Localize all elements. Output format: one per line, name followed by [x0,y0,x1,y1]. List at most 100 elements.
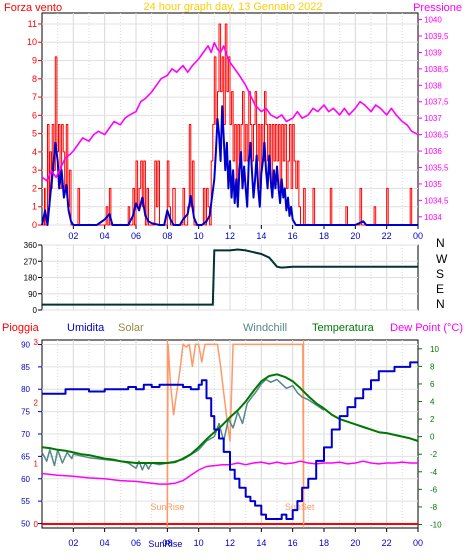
y2-tick-label: 1039,5 [424,32,449,41]
y2-tick-label: 1037 [424,114,442,123]
x-tick-label: 18 [319,538,329,548]
x-tick-label: 08 [162,231,172,241]
pressure-y-ticks: 1034 1034,5 1035 1035,5 1036 1036,5 1037 1037,5… [418,16,449,222]
pressure-series-line [41,41,419,182]
wind-speed-axis-label: Forza vento [4,2,62,14]
sunrise-axis-label: SunRise [148,539,182,549]
compass-label: N [436,297,445,311]
temperature-humidity-x-ticks: 02 04 06 08 10 12 14 16 18 20 22 00 [68,528,423,548]
x-tick-label: 20 [350,538,360,548]
dewpoint-series-line [41,460,418,485]
rain-y-ticks: 0 1 2 3 [34,338,39,529]
y-tick-label: 7 [32,92,37,102]
windchill-legend-label: Windchill [243,322,287,334]
y-tick-label: 90 [28,290,37,299]
y2-tick-label: 1035 [424,180,442,189]
solar-legend-label: Solar [118,322,144,334]
y2-tick-label: -4 [430,468,438,477]
y-tick-label: 60 [21,475,30,484]
y2-tick-label: 4 [430,397,435,406]
y2-tick-label: -10 [430,520,442,529]
x-tick-label: 00 [413,538,423,548]
compass-label: W [436,252,448,266]
y-tick-label: 75 [21,408,30,417]
wind-pressure-x-ticks: 02 04 06 08 10 12 14 16 18 20 22 00 [68,225,423,241]
x-tick-label: 04 [100,538,110,548]
y-tick-label: 80 [21,385,30,394]
y-tick-label: 0 [33,306,38,315]
y2-tick-label: -6 [430,485,438,494]
y2-tick-label: 1038,5 [424,65,449,74]
rain-tick-label: 2 [34,399,39,408]
direction-series-line [42,248,418,306]
y-tick-label: 8 [32,74,37,84]
rain-tick-label: 3 [34,338,39,347]
x-tick-label: 02 [68,538,78,548]
y2-tick-label: -2 [430,450,438,459]
pressure-axis-label: Pressione [413,2,462,14]
wind-direction-y-ticks: 0 90 180 270 360 [24,241,42,315]
chart-title: 24 hour graph day, 13 Gennaio 2022 [144,1,323,13]
wind-pressure-panel: Forza vento 24 hour graph day, 13 Gennai… [4,1,462,241]
y2-tick-label: 0 [430,433,435,442]
windchill-series-line [41,378,325,471]
x-tick-label: 14 [256,231,266,241]
y2-tick-label: 1038 [424,81,442,90]
y-tick-label: 65 [21,452,30,461]
y-tick-label: 85 [21,363,30,372]
rain-tick-label: 1 [34,459,39,468]
temperature-humidity-panel: Pioggia Umidita Solar Windchill Temperat… [2,322,463,549]
y-tick-label: 55 [21,497,30,506]
y-tick-label: 90 [21,340,30,349]
y2-tick-label: 6 [430,380,435,389]
y2-tick-label: 8 [430,362,435,371]
compass-label: E [436,282,444,296]
dewpoint-legend-label: Dew Point (°C) [390,322,463,334]
y2-tick-label: 1036,5 [424,131,449,140]
wind-series-line [41,105,418,226]
gust-series-line [42,23,418,226]
wind-direction-grid [42,244,418,311]
x-tick-label: 08 [162,538,172,548]
y2-tick-label: 1039 [424,48,442,57]
y2-tick-label: 1037,5 [424,98,449,107]
x-tick-label: 12 [225,231,235,241]
y2-tick-label: 1035,5 [424,163,449,172]
y-tick-label: 270 [24,257,38,266]
x-tick-label: 16 [288,231,298,241]
y-tick-label: 4 [32,147,37,157]
humidity-legend-label: Umidita [67,322,105,334]
y-tick-label: 5 [32,129,37,139]
y-tick-label: 3 [32,165,37,175]
solar-series-line [166,343,305,525]
rain-tick-label: 0 [34,520,39,529]
y2-tick-label: 1034 [424,213,442,222]
humidity-y-ticks: 50 55 60 65 70 75 80 85 90 [21,340,42,529]
temperature-y-ticks: -10 -8 -6 -4 -2 0 2 4 6 8 10 [418,345,442,529]
wind-pressure-series [41,23,419,226]
x-tick-label: 22 [382,538,392,548]
y-tick-label: 11 [28,19,37,29]
y-tick-label: 0 [32,220,37,230]
y2-tick-label: 1034,5 [424,196,449,205]
sunset-label: SunSet [285,502,315,512]
y-tick-label: 6 [32,110,37,120]
wind-speed-y-ticks: 0 1 2 3 4 5 6 7 8 9 10 11 [27,19,42,230]
compass-label: S [436,267,444,281]
x-tick-label: 14 [256,538,266,548]
x-tick-label: 04 [100,231,110,241]
x-tick-label: 16 [288,538,298,548]
y-tick-label: 360 [24,241,38,250]
y2-tick-label: 10 [430,345,439,354]
wind-direction-series [42,248,418,306]
x-tick-label: 02 [68,231,78,241]
x-tick-label: 00 [413,231,423,241]
x-tick-label: 22 [382,231,392,241]
y2-tick-label: 1040 [424,16,442,25]
y-tick-label: 2 [32,183,37,193]
y-tick-label: 50 [21,520,30,529]
y-tick-label: 9 [32,56,37,66]
